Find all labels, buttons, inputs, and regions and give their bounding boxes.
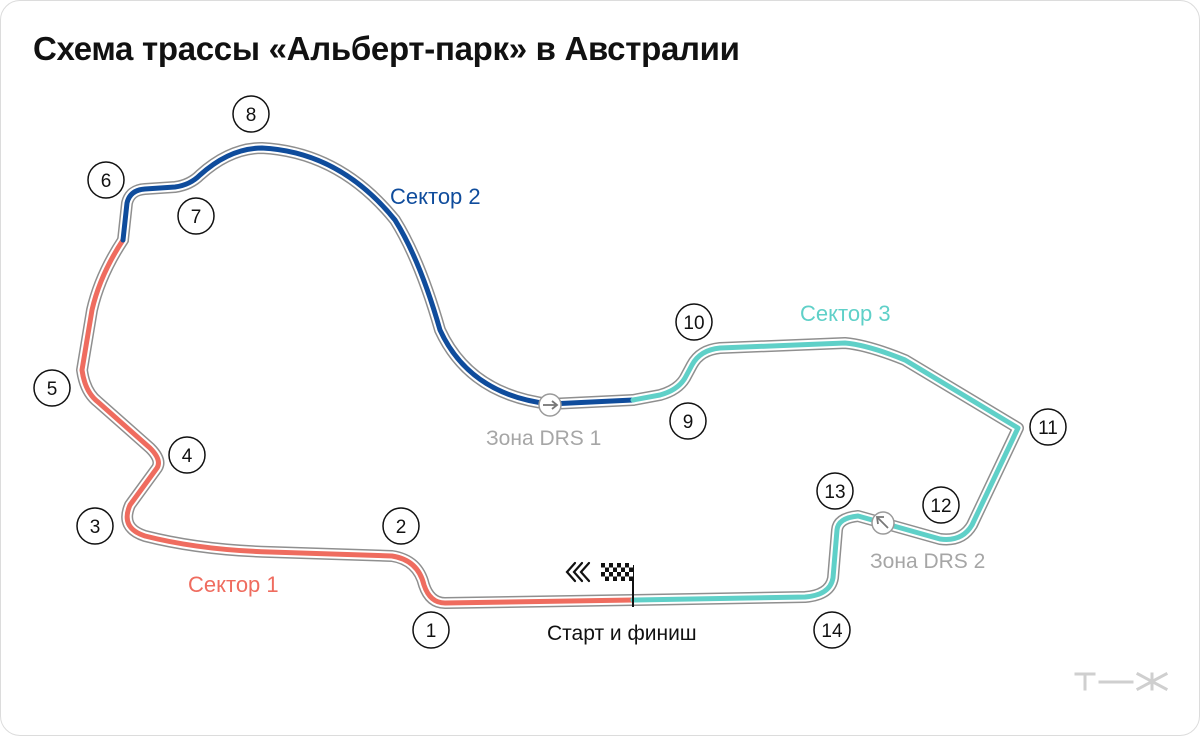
sector-3-line xyxy=(630,340,1021,603)
turn-2-label: 2 xyxy=(396,517,407,538)
direction-chevrons-icon xyxy=(565,561,591,583)
turn-4-marker xyxy=(168,436,206,474)
turn-11-label: 11 xyxy=(1038,418,1058,439)
track-outline xyxy=(76,142,1024,609)
diagram-title: Схема трассы «Альберт-парк» в Австралии xyxy=(33,30,740,67)
sector-1-line xyxy=(79,237,636,606)
turn-4-label: 4 xyxy=(182,446,193,467)
drs-1-marker-icon xyxy=(538,393,562,417)
track-casing xyxy=(77,143,1023,608)
turn-1-label: 1 xyxy=(426,621,437,642)
turn-7-label: 7 xyxy=(191,207,202,228)
start-finish-label: Старт и финиш xyxy=(547,622,697,645)
turn-9-label: 9 xyxy=(683,412,694,433)
turn-1-marker xyxy=(412,611,450,649)
turn-6-label: 6 xyxy=(101,171,112,192)
turn-12-label: 12 xyxy=(930,496,951,517)
turn-13-marker xyxy=(816,472,854,510)
turn-9-marker xyxy=(669,402,707,440)
drs-1-label: Зона DRS 1 xyxy=(486,427,601,450)
drs-2-label: Зона DRS 2 xyxy=(870,550,985,573)
drs-2-marker-icon xyxy=(871,511,895,535)
sector-2-label: Сектор 2 xyxy=(390,184,481,209)
turn-5-label: 5 xyxy=(47,379,58,400)
turn-12-marker xyxy=(922,486,960,524)
checkered-flag-icon xyxy=(601,563,633,581)
turn-11-marker xyxy=(1029,408,1067,446)
turn-6-marker xyxy=(87,161,125,199)
turn-13-label: 13 xyxy=(824,482,845,503)
turn-7-marker xyxy=(177,197,215,235)
turn-3-label: 3 xyxy=(90,517,101,538)
sector-3-label: Сектор 3 xyxy=(800,301,891,326)
turn-10-marker xyxy=(675,303,713,341)
turn-14-label: 14 xyxy=(821,621,843,642)
turn-3-marker xyxy=(76,507,114,545)
tzh-logo-icon xyxy=(1074,671,1169,692)
sector-1-label: Сектор 1 xyxy=(188,572,279,597)
turn-10-label: 10 xyxy=(683,313,704,334)
turn-14-marker xyxy=(813,611,851,649)
turn-8-label: 8 xyxy=(246,105,257,126)
turn-5-marker xyxy=(33,369,71,407)
sector-2-line xyxy=(120,145,636,407)
turn-2-marker xyxy=(382,507,420,545)
turn-8-marker xyxy=(232,95,270,133)
